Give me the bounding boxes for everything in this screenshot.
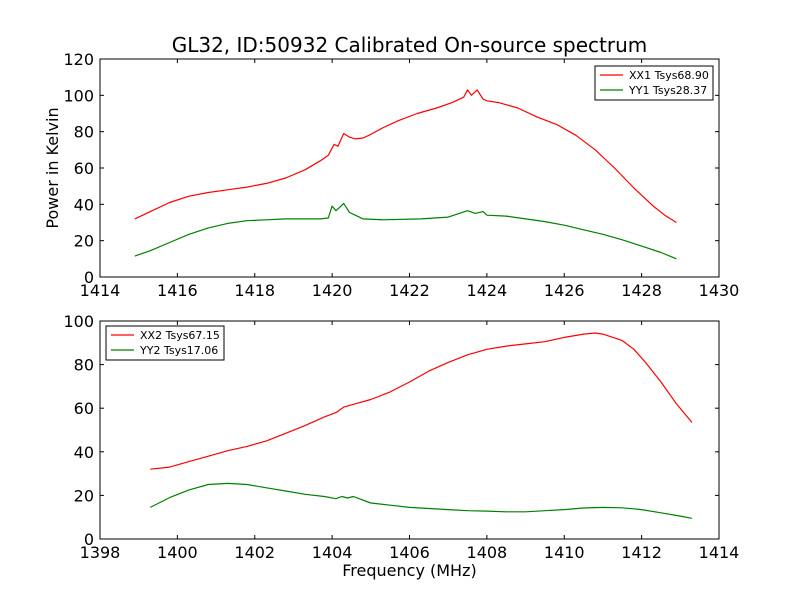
y-tick-label-1-5: 100 — [63, 86, 94, 105]
y-tick-label-1-1: 20 — [74, 232, 94, 251]
x-tick-label-1-5: 1424 — [467, 281, 508, 300]
y-tick-label-1-0: 0 — [84, 268, 94, 287]
legend-1: XX1 Tsys68.90 YY1 Tsys28.37 — [594, 65, 714, 101]
x-tick-label-1-2: 1418 — [234, 281, 275, 300]
legend-label-2-2: YY2 Tsys17.06 — [139, 344, 218, 357]
panels: 1414 1416 1418 1420 1422 1424 1426 1428 1430 0 20 4… — [43, 33, 739, 580]
x-tick-label-2-4: 1406 — [389, 543, 430, 562]
y-tick-label-2-4: 80 — [74, 356, 94, 375]
x-tick-label-2-5: 1408 — [467, 543, 508, 562]
x-tick-label-2-3: 1404 — [312, 543, 353, 562]
series-line-1-2 — [134, 202, 677, 260]
y-tick-label-2-0: 0 — [84, 530, 94, 549]
x-tick-label-2-8: 1414 — [699, 543, 740, 562]
series-line-2-2 — [150, 482, 693, 519]
legend-box-2 — [105, 325, 225, 361]
y-tick-label-2-5: 100 — [63, 312, 94, 331]
x-axis-label: Frequency (MHz) — [342, 561, 476, 580]
y-tick-label-2-2: 40 — [74, 443, 94, 462]
x-tick-label-2-7: 1412 — [621, 543, 662, 562]
y-tick-label-2-3: 60 — [74, 399, 94, 418]
y-tick-label-1-3: 60 — [74, 159, 94, 178]
x-tick-label-1-3: 1420 — [312, 281, 353, 300]
y-tick-label-1-6: 120 — [63, 50, 94, 69]
x-tick-label-1-7: 1428 — [621, 281, 662, 300]
x-tick-label-1-0: 1414 — [80, 281, 121, 300]
x-tick-label-2-6: 1410 — [544, 543, 585, 562]
x-tick-label-2-0: 1398 — [80, 543, 121, 562]
y-tick-label-1-2: 40 — [74, 195, 94, 214]
x-tick-label-1-8: 1430 — [699, 281, 740, 300]
series-line-1-1 — [134, 89, 677, 224]
chart-title: GL32, ID:50932 Calibrated On-source spec… — [172, 33, 648, 57]
panel-1: 1414 1416 1418 1420 1422 1424 1426 1428 1430 0 20 4… — [43, 33, 739, 300]
y-tick-label-1-4: 80 — [74, 123, 94, 142]
series-line-2-1 — [150, 332, 693, 470]
legend-label-1-1: XX1 Tsys68.90 — [629, 69, 709, 82]
legend-label-2-1: XX2 Tsys67.15 — [140, 329, 220, 342]
legend-2: XX2 Tsys67.15 YY2 Tsys17.06 — [105, 325, 225, 361]
legend-box-1 — [594, 65, 714, 101]
x-tick-label-1-1: 1416 — [157, 281, 198, 300]
x-tick-label-2-2: 1402 — [234, 543, 275, 562]
x-tick-label-1-6: 1426 — [544, 281, 585, 300]
y-axis-label: Power in Kelvin — [43, 107, 62, 228]
y-tick-label-2-1: 20 — [74, 486, 94, 505]
panel-2: 1398 1400 1402 1404 1406 1408 1410 1412 1414 0 20 4… — [63, 312, 739, 580]
x-tick-label-2-1: 1400 — [157, 543, 198, 562]
legend-label-1-2: YY1 Tsys28.37 — [628, 84, 707, 97]
x-tick-label-1-4: 1422 — [389, 281, 430, 300]
